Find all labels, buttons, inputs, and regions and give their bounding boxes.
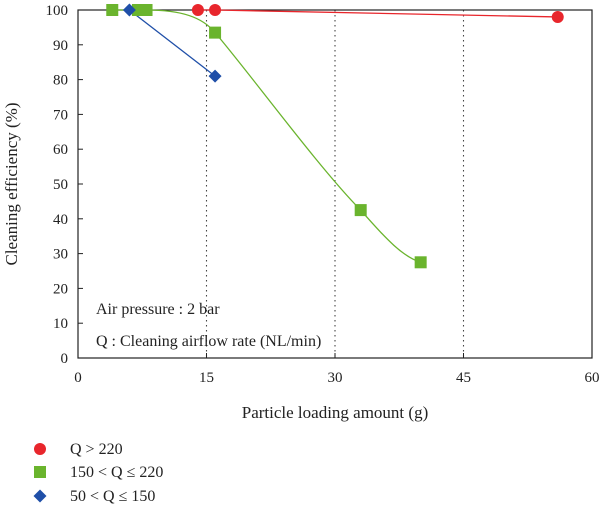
x-tick-label: 15 [199,370,214,386]
y-tick-label: 50 [53,177,68,193]
y-tick-label: 40 [53,212,68,228]
legend: Q > 220 150 < Q ≤ 220 50 < Q ≤ 150 [33,441,163,505]
data-point-circle [551,10,564,23]
series-line-q-50-150 [129,9,216,77]
annotation-airflow-rate: Q : Cleaning airflow rate (NL/min) [96,333,321,350]
y-tick-label: 10 [53,316,68,332]
data-point-square [140,4,153,16]
data-point-square [209,26,222,39]
y-axis-title: Cleaning efficiency (%) [2,102,21,265]
series-line-q-over-220 [197,9,558,18]
y-tick-label: 90 [53,38,68,54]
legend-marker-square [34,466,46,478]
legend-label: 50 < Q ≤ 150 [70,488,155,505]
y-tick-label: 70 [53,107,68,123]
y-tick-label: 80 [53,73,68,89]
x-tick-label: 30 [328,370,343,386]
y-tick-label: 30 [53,247,68,263]
data-point-circle [209,4,222,16]
data-point-diamond [122,3,136,17]
x-tick-label: 0 [74,370,82,386]
legend-label: Q > 220 [70,441,123,458]
y-tick-label: 20 [53,281,68,297]
axes: 0 15 30 45 60 0 10 20 30 40 50 60 70 80 90 100 Particle … [2,3,600,422]
x-tick-label: 45 [456,370,471,386]
annotation-air-pressure: Air pressure : 2 bar [96,301,220,318]
x-tick-label: 60 [585,370,600,386]
data-point-square [106,4,119,16]
legend-marker-circle [34,443,46,455]
y-tick-label: 0 [61,351,69,367]
x-axis-title: Particle loading amount (g) [242,403,428,422]
data-point-square [354,204,367,217]
data-point-square [414,256,427,269]
legend-marker-diamond [33,489,47,503]
y-tick-label: 100 [46,3,69,19]
series [106,3,564,269]
legend-label: 150 < Q ≤ 220 [70,464,163,481]
data-point-circle [191,4,204,16]
series-line-q-150-220 [112,9,421,263]
data-point-diamond [208,69,222,83]
annotations: Air pressure : 2 bar Q : Cleaning airflow… [96,301,321,350]
grid [205,10,465,358]
y-tick-label: 60 [53,142,68,158]
